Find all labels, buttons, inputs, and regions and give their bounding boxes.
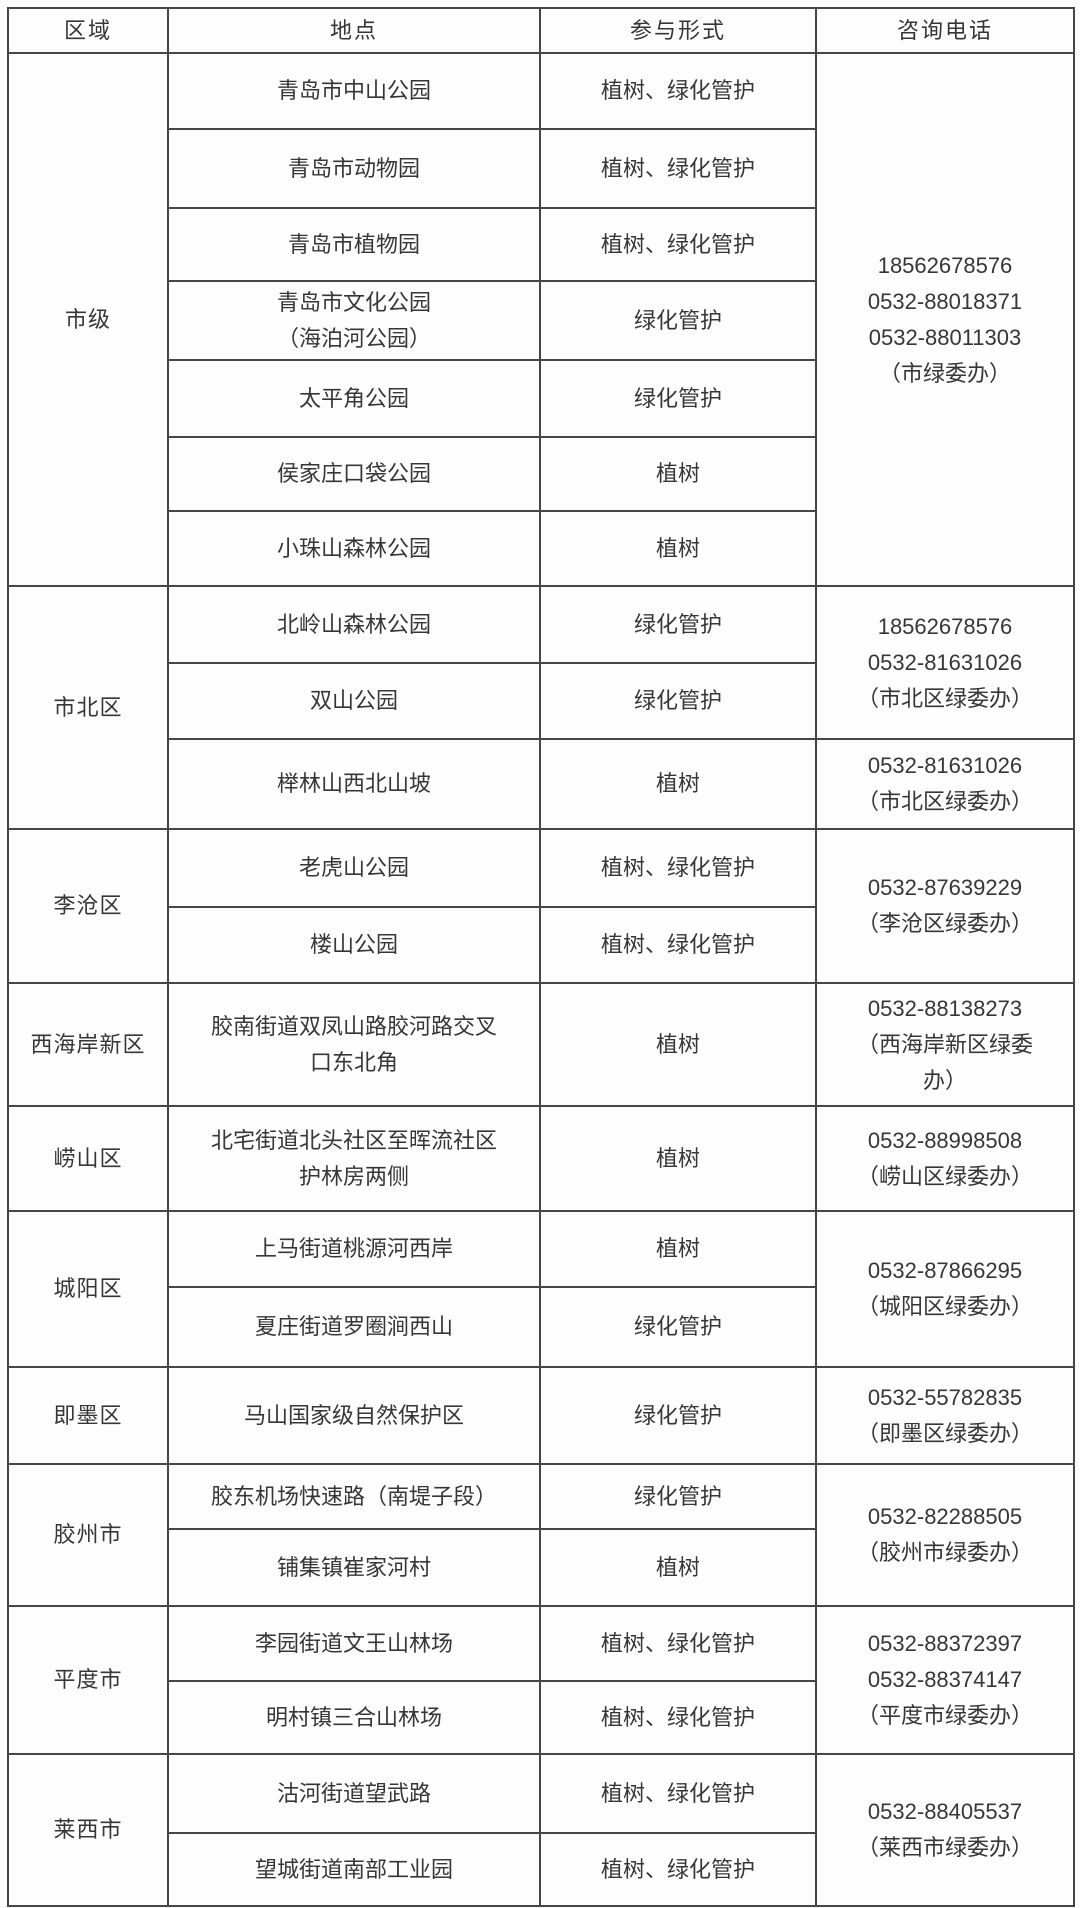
location-cell: 青岛市植物园 <box>167 207 541 282</box>
form-cell: 绿化管护 <box>539 280 817 361</box>
table-row: 平度市 李园街道文王山林场 植树、绿化管护 0532-88372397 0532… <box>7 1605 1075 1755</box>
location-cell: 青岛市中山公园 <box>167 52 541 130</box>
participation-table: 区域 地点 参与形式 咨询电话 市级 青岛市中山公园 植树、绿化管护 18562… <box>7 7 1075 1907</box>
col-header-location: 地点 <box>167 7 541 54</box>
form-cell: 植树 <box>539 738 817 830</box>
table-row: 李沧区 老虎山公园 植树、绿化管护 0532-87639229 （李沧区绿委办） <box>7 828 1075 984</box>
phone-cell: 18562678576 0532-81631026 （市北区绿委办） <box>815 585 1075 740</box>
location-cell: 马山国家级自然保护区 <box>167 1366 541 1465</box>
phone-cell: 0532-82288505 （胶州市绿委办） <box>815 1463 1075 1607</box>
col-header-form: 参与形式 <box>539 7 817 54</box>
col-header-region: 区域 <box>7 7 169 54</box>
table-row: 望城街道南部工业园 植树、绿化管护 <box>8 1832 1074 1907</box>
form-cell: 绿化管护 <box>539 1366 817 1465</box>
table-row: 西海岸新区 胶南街道双凤山路胶河路交叉 口东北角 植树 0532-8813827… <box>7 982 1075 1107</box>
form-cell: 绿化管护 <box>539 662 817 740</box>
phone-cell: 0532-87866295 （城阳区绿委办） <box>815 1210 1075 1368</box>
table-row: 明村镇三合山林场 植树、绿化管护 <box>8 1680 1074 1755</box>
table-row: 青岛市文化公园 （海泊河公园） 绿化管护 <box>8 280 1074 361</box>
form-cell: 植树、绿化管护 <box>539 207 817 282</box>
location-cell: 沽河街道望武路 <box>167 1753 541 1834</box>
location-cell: 北宅街道北头社区至晖流社区 护林房两侧 <box>167 1105 541 1212</box>
form-cell: 植树 <box>539 1210 817 1288</box>
location-cell: 青岛市文化公园 （海泊河公园） <box>167 280 541 361</box>
form-cell: 植树、绿化管护 <box>539 1753 817 1834</box>
table-row: 侯家庄口袋公园 植树 <box>8 436 1074 512</box>
region-cell: 胶州市 <box>7 1463 169 1607</box>
location-cell: 夏庄街道罗圈涧西山 <box>167 1286 541 1368</box>
form-cell: 植树 <box>539 982 817 1107</box>
form-cell: 绿化管护 <box>539 1463 817 1530</box>
form-cell: 植树、绿化管护 <box>539 1680 817 1755</box>
location-cell: 李园街道文王山林场 <box>167 1605 541 1682</box>
table-row: 小珠山森林公园 植树 <box>8 510 1074 587</box>
table-row: 城阳区 上马街道桃源河西岸 植树 0532-87866295 （城阳区绿委办） <box>7 1210 1075 1368</box>
form-cell: 植树、绿化管护 <box>539 52 817 130</box>
region-cell: 李沧区 <box>7 828 169 984</box>
phone-cell: 0532-88405537 （莱西市绿委办） <box>815 1753 1075 1907</box>
table-row: 榉林山西北山坡 植树 0532-81631026 （市北区绿委办） <box>8 738 1075 830</box>
form-cell: 植树、绿化管护 <box>539 828 817 908</box>
location-cell: 双山公园 <box>167 662 541 740</box>
form-cell: 植树、绿化管护 <box>539 906 817 984</box>
location-cell: 胶东机场快速路（南堤子段） <box>167 1463 541 1530</box>
table-row: 夏庄街道罗圈涧西山 绿化管护 <box>8 1286 1074 1368</box>
region-cell: 市北区 <box>7 585 169 830</box>
form-cell: 绿化管护 <box>539 1286 817 1368</box>
location-cell: 榉林山西北山坡 <box>167 738 541 830</box>
phone-cell: 0532-81631026 （市北区绿委办） <box>815 738 1075 830</box>
phone-cell: 0532-55782835 （即墨区绿委办） <box>815 1366 1075 1465</box>
table-row: 楼山公园 植树、绿化管护 <box>8 906 1074 984</box>
form-cell: 植树 <box>539 436 817 512</box>
location-cell: 楼山公园 <box>167 906 541 984</box>
region-cell: 市级 <box>7 52 169 587</box>
table-row: 市北区 北岭山森林公园 绿化管护 18562678576 0532-816310… <box>7 585 1075 830</box>
table-row: 青岛市植物园 植树、绿化管护 <box>8 207 1074 282</box>
table-row: 胶州市 胶东机场快速路（南堤子段） 绿化管护 0532-82288505 （胶州… <box>7 1463 1075 1607</box>
col-header-phone: 咨询电话 <box>815 7 1075 54</box>
phone-cell: 0532-88372397 0532-88374147 （平度市绿委办） <box>815 1605 1075 1755</box>
table-row: 铺集镇崔家河村 植树 <box>8 1528 1074 1607</box>
location-cell: 铺集镇崔家河村 <box>167 1528 541 1607</box>
form-cell: 植树、绿化管护 <box>539 1832 817 1907</box>
location-cell: 老虎山公园 <box>167 828 541 908</box>
table-row: 市级 青岛市中山公园 植树、绿化管护 18562678576 0532-8801… <box>7 52 1075 587</box>
phone-cell: 0532-87639229 （李沧区绿委办） <box>815 828 1075 984</box>
header-row: 区域 地点 参与形式 咨询电话 <box>7 7 1075 54</box>
form-cell: 植树 <box>539 510 817 587</box>
table-row: 崂山区 北宅街道北头社区至晖流社区 护林房两侧 植树 0532-88998508… <box>7 1105 1075 1212</box>
location-cell: 小珠山森林公园 <box>167 510 541 587</box>
region-cell: 即墨区 <box>7 1366 169 1465</box>
form-cell: 植树 <box>539 1528 817 1607</box>
table-row: 双山公园 绿化管护 <box>8 662 1074 740</box>
table-row: 青岛市动物园 植树、绿化管护 <box>8 128 1074 209</box>
location-cell: 北岭山森林公园 <box>167 585 541 664</box>
region-cell: 平度市 <box>7 1605 169 1755</box>
region-cell: 城阳区 <box>7 1210 169 1368</box>
region-cell: 西海岸新区 <box>7 982 169 1107</box>
location-cell: 上马街道桃源河西岸 <box>167 1210 541 1288</box>
table-row: 莱西市 沽河街道望武路 植树、绿化管护 0532-88405537 （莱西市绿委… <box>7 1753 1075 1907</box>
table-row: 即墨区 马山国家级自然保护区 绿化管护 0532-55782835 （即墨区绿委… <box>7 1366 1075 1465</box>
phone-cell: 0532-88138273 （西海岸新区绿委 办） <box>815 982 1075 1107</box>
location-cell: 青岛市动物园 <box>167 128 541 209</box>
region-cell: 莱西市 <box>7 1753 169 1907</box>
form-cell: 植树 <box>539 1105 817 1212</box>
phone-cell: 0532-88998508 （崂山区绿委办） <box>815 1105 1075 1212</box>
location-cell: 侯家庄口袋公园 <box>167 436 541 512</box>
form-cell: 绿化管护 <box>539 585 817 664</box>
location-cell: 明村镇三合山林场 <box>167 1680 541 1755</box>
location-cell: 太平角公园 <box>167 359 541 438</box>
location-cell: 胶南街道双凤山路胶河路交叉 口东北角 <box>167 982 541 1107</box>
table-row: 太平角公园 绿化管护 <box>8 359 1074 438</box>
form-cell: 植树、绿化管护 <box>539 1605 817 1682</box>
form-cell: 植树、绿化管护 <box>539 128 817 209</box>
region-cell: 崂山区 <box>7 1105 169 1212</box>
form-cell: 绿化管护 <box>539 359 817 438</box>
location-cell: 望城街道南部工业园 <box>167 1832 541 1907</box>
phone-cell: 18562678576 0532-88018371 0532-88011303 … <box>815 52 1075 587</box>
